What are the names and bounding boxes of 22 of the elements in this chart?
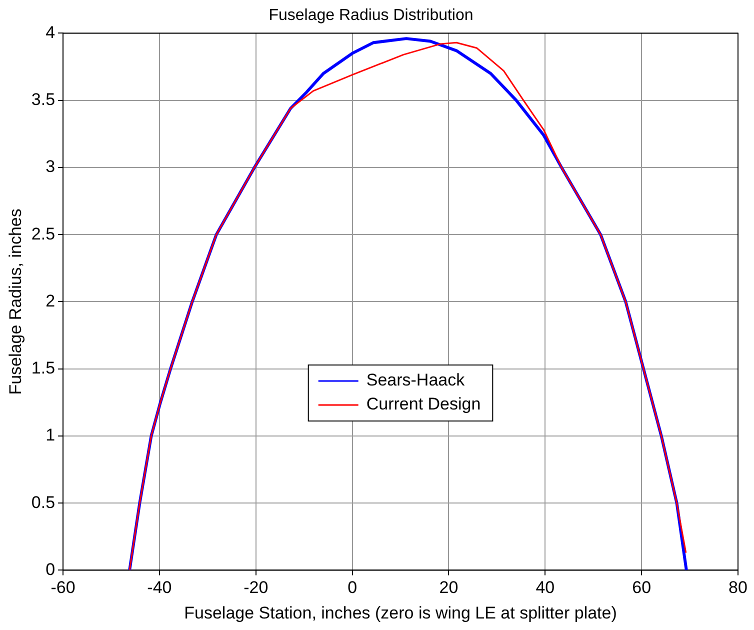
y-tick-label: 1.5: [31, 358, 56, 378]
y-tick-label: 3.5: [31, 90, 56, 110]
y-tick-label: 1: [46, 426, 56, 445]
y-tick-label: 3: [46, 157, 56, 176]
legend-label: Current Design: [366, 394, 481, 414]
x-axis-title: Fuselage Station, inches (zero is wing LE at splitter plate): [184, 603, 617, 622]
x-tick-label: -60: [50, 578, 76, 598]
y-tick-label: 4: [46, 22, 56, 42]
x-tick-label: 40: [536, 578, 555, 598]
chart-title: Fuselage Radius Distribution: [268, 7, 474, 24]
y-tick-label: 0.5: [31, 492, 56, 512]
x-tick-label: -20: [244, 578, 268, 598]
y-tick-label: 0: [46, 560, 56, 579]
x-tick-label: -40: [147, 578, 172, 598]
y-axis-title: Fuselage Radius, inches: [6, 208, 25, 395]
x-tick-label: 60: [632, 578, 652, 598]
legend-label: Sears-Haack: [366, 370, 466, 390]
x-tick-label: 80: [728, 578, 748, 598]
y-tick-label: 2: [46, 291, 56, 310]
x-tick-label: 20: [439, 578, 458, 598]
y-tick-label: 2.5: [31, 224, 56, 244]
x-tick-label: 0: [348, 578, 358, 598]
